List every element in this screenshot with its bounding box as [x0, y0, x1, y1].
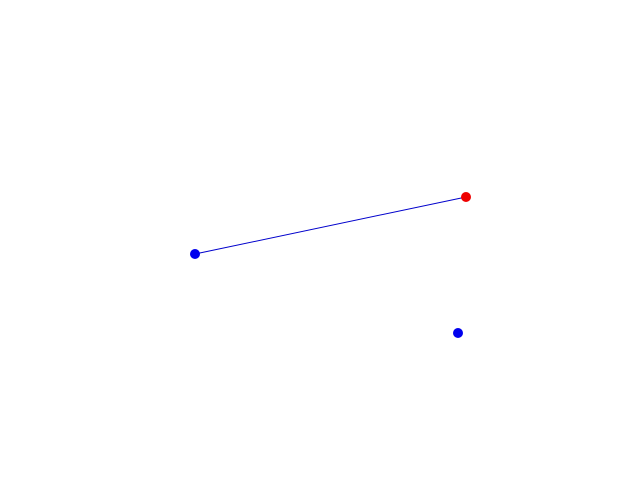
red-point[interactable] [461, 192, 471, 202]
blue-point[interactable] [190, 249, 200, 259]
blue-point[interactable] [453, 328, 463, 338]
connector-line [194, 196, 467, 255]
